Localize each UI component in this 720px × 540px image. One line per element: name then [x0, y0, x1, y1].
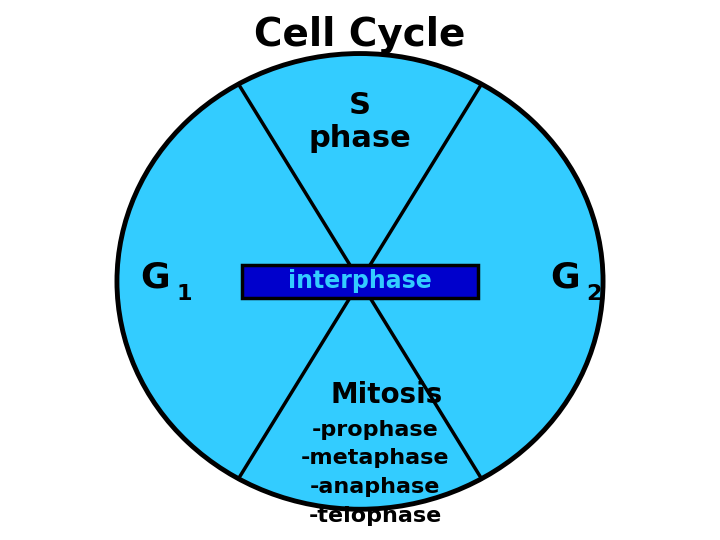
Text: -telophase: -telophase — [309, 506, 442, 526]
FancyBboxPatch shape — [242, 265, 478, 298]
Text: Cell Cycle: Cell Cycle — [254, 16, 466, 53]
Text: G: G — [550, 261, 580, 295]
Text: interphase: interphase — [288, 269, 432, 293]
Text: -anaphase: -anaphase — [310, 477, 441, 497]
Text: 1: 1 — [176, 284, 192, 305]
Text: 2: 2 — [586, 284, 602, 305]
Text: -metaphase: -metaphase — [301, 448, 449, 468]
Text: Mitosis: Mitosis — [330, 381, 443, 409]
Ellipse shape — [117, 53, 603, 509]
Text: -prophase: -prophase — [312, 420, 438, 440]
Text: S
phase: S phase — [309, 91, 411, 153]
Text: G: G — [140, 261, 170, 295]
